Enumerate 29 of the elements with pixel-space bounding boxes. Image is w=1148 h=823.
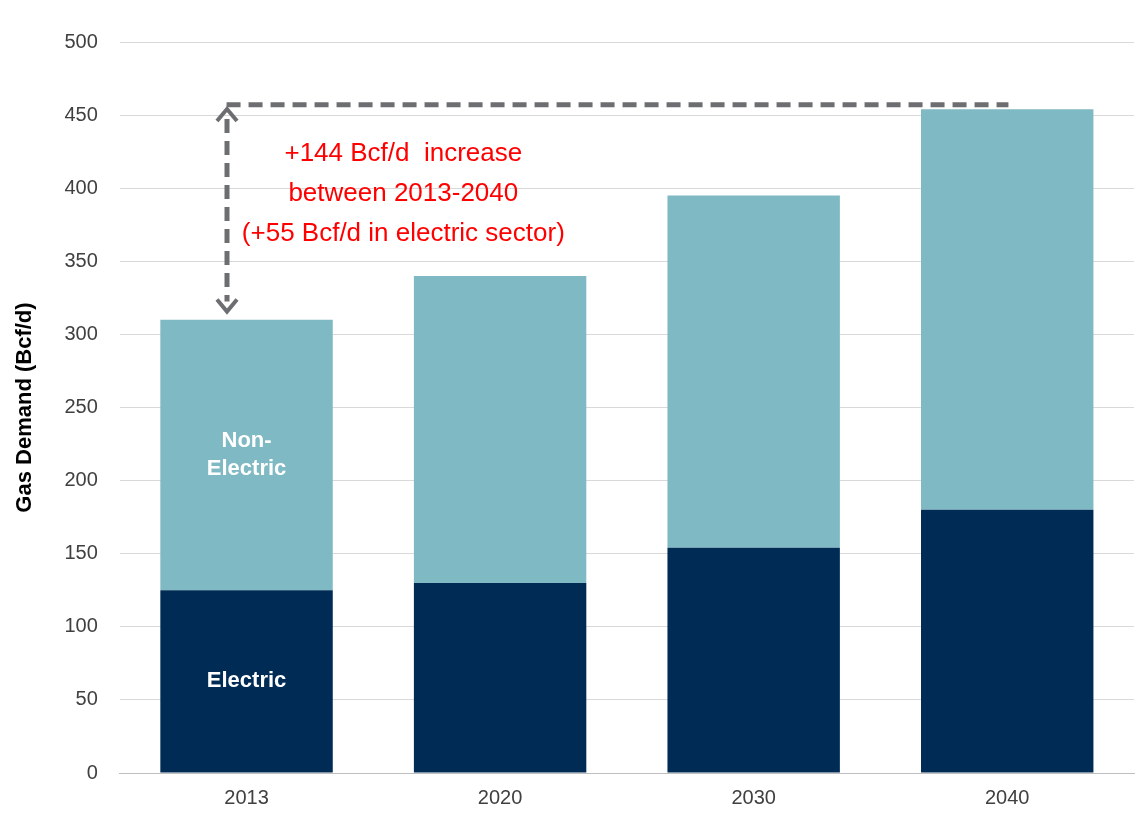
bar xyxy=(921,109,1094,510)
bar xyxy=(413,275,587,583)
y-tick-label: 350 xyxy=(64,248,98,271)
y-tick-label: 150 xyxy=(64,541,98,564)
annotation: (+55 Bcf/d in electric sector) xyxy=(241,217,565,248)
bar xyxy=(667,547,840,773)
y-axis-title: Gas Demand (Bcf/d) xyxy=(11,302,37,513)
bar xyxy=(921,509,1094,773)
x-tick-label: 2040 xyxy=(984,785,1030,808)
series-label: Non-Electric xyxy=(206,427,287,481)
x-tick-label: 2020 xyxy=(477,785,523,808)
y-tick-label: 200 xyxy=(64,468,98,491)
y-tick-label: 250 xyxy=(64,395,98,418)
bar xyxy=(413,582,587,773)
annotation: +144 Bcf/d increase xyxy=(284,137,523,168)
y-tick-label: 400 xyxy=(64,175,98,198)
bar xyxy=(160,590,333,773)
y-tick-label: 50 xyxy=(75,687,98,710)
y-tick-label: 100 xyxy=(64,614,98,637)
y-tick-label: 500 xyxy=(64,29,98,52)
annotation: between 2013-2040 xyxy=(288,177,519,208)
bar xyxy=(160,319,333,591)
x-tick-label: 2030 xyxy=(731,785,776,808)
y-tick-label: 300 xyxy=(64,321,98,344)
y-tick-label: 0 xyxy=(86,760,98,783)
y-tick-label: 450 xyxy=(64,102,98,125)
x-tick-label: 2013 xyxy=(224,785,269,808)
series-label: Electric xyxy=(206,667,287,693)
bar xyxy=(667,195,840,548)
